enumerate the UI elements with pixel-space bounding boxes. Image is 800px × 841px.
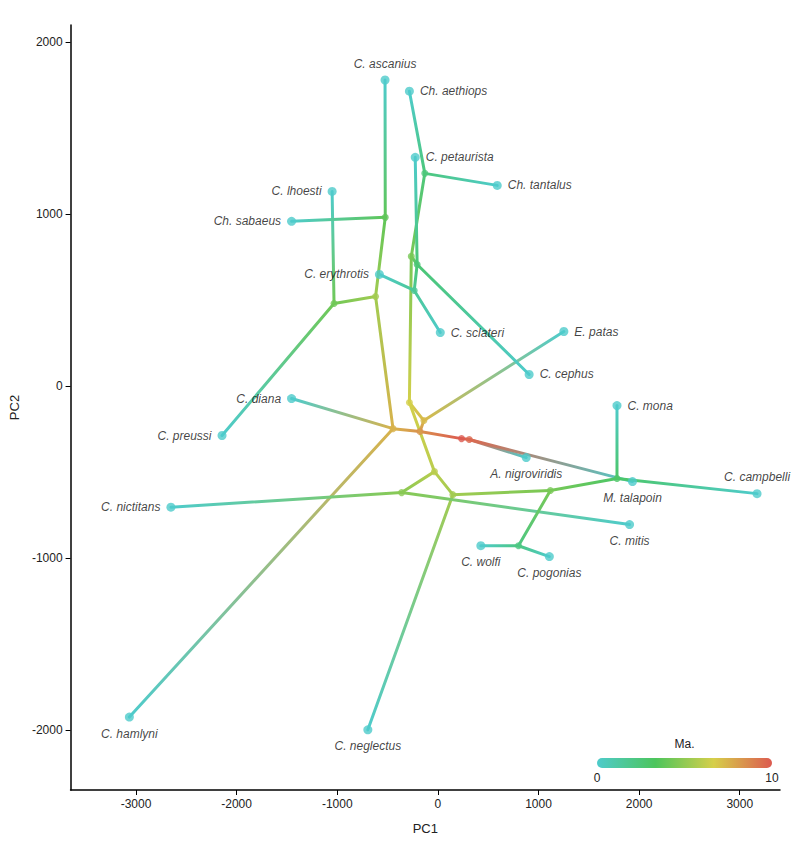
svg-text:C. petaurista: C. petaurista: [426, 150, 494, 164]
svg-text:2000: 2000: [626, 797, 653, 811]
svg-text:A. nigroviridis: A. nigroviridis: [489, 467, 562, 481]
svg-text:C. mitis: C. mitis: [610, 534, 650, 548]
svg-text:10: 10: [765, 771, 779, 785]
svg-text:3000: 3000: [726, 797, 753, 811]
svg-text:PC1: PC1: [413, 821, 438, 836]
svg-text:Ch. aethiops: Ch. aethiops: [420, 84, 487, 98]
svg-text:C. lhoesti: C. lhoesti: [272, 184, 322, 198]
svg-text:C. diana: C. diana: [236, 392, 281, 406]
svg-text:-1000: -1000: [32, 551, 63, 565]
svg-text:C. preussi: C. preussi: [158, 429, 212, 443]
svg-text:1000: 1000: [36, 207, 63, 221]
svg-text:C. hamlyni: C. hamlyni: [101, 727, 158, 741]
svg-text:-2000: -2000: [221, 797, 252, 811]
svg-text:-2000: -2000: [32, 723, 63, 737]
svg-text:0: 0: [594, 771, 601, 785]
svg-text:C. wolfi: C. wolfi: [461, 555, 501, 569]
svg-text:0: 0: [56, 379, 63, 393]
svg-text:C. cephus: C. cephus: [540, 367, 594, 381]
svg-text:C. ascanius: C. ascanius: [354, 57, 417, 71]
svg-text:C. neglectus: C. neglectus: [334, 739, 401, 753]
svg-text:1000: 1000: [525, 797, 552, 811]
svg-text:M. talapoin: M. talapoin: [603, 491, 662, 505]
svg-text:C. mona: C. mona: [627, 399, 673, 413]
svg-text:C. erythrotis: C. erythrotis: [304, 267, 369, 281]
svg-text:C. campbelli: C. campbelli: [724, 470, 790, 484]
svg-text:Ma.: Ma.: [674, 737, 694, 751]
svg-text:C. nictitans: C. nictitans: [101, 500, 160, 514]
svg-text:-1000: -1000: [322, 797, 353, 811]
svg-text:C. pogonias: C. pogonias: [517, 566, 581, 580]
svg-text:Ch. tantalus: Ch. tantalus: [508, 178, 572, 192]
svg-text:C. sclateri: C. sclateri: [451, 326, 505, 340]
svg-text:E. patas: E. patas: [574, 325, 618, 339]
svg-text:-3000: -3000: [121, 797, 152, 811]
svg-text:PC2: PC2: [7, 395, 22, 420]
svg-text:Ch. sabaeus: Ch. sabaeus: [214, 214, 281, 228]
svg-text:0: 0: [435, 797, 442, 811]
svg-text:2000: 2000: [36, 35, 63, 49]
